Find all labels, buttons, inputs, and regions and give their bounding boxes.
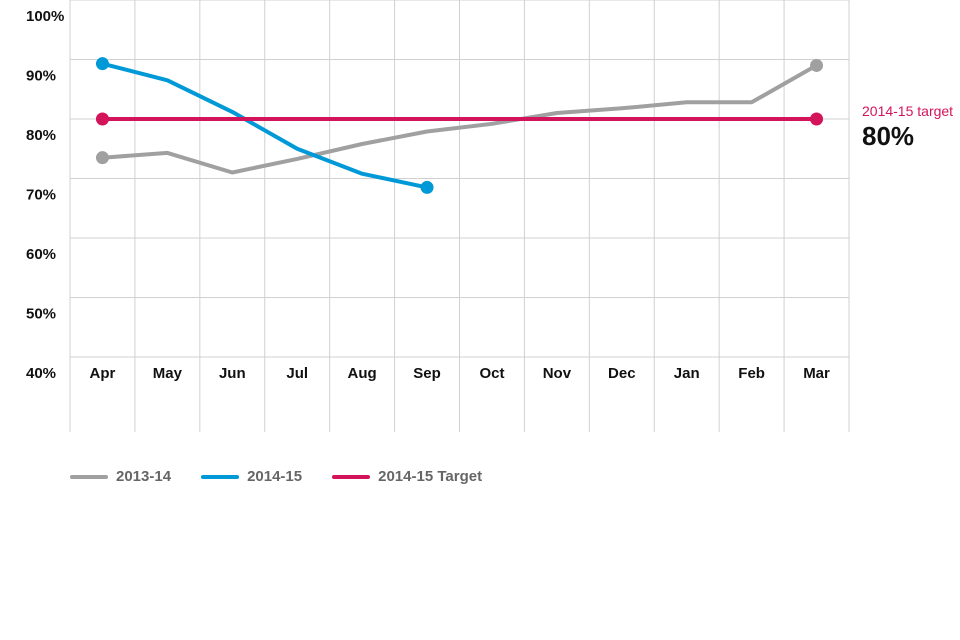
y-axis-ticks: 100% 90% 80% 70% 60% 50% 40%	[26, 8, 64, 382]
x-tick-label: Oct	[479, 365, 504, 382]
legend-label: 2013-14	[116, 468, 172, 485]
series-point-1	[95, 57, 109, 71]
series-line-1	[100, 61, 429, 190]
series-point-2	[810, 112, 824, 126]
callout-value: 80%	[862, 121, 914, 151]
y-tick-label: 50%	[26, 306, 56, 323]
legend-swatch-2013-14	[70, 474, 108, 479]
legend-item-target: 2014-15 Target	[332, 468, 482, 485]
y-tick-label: 100%	[26, 8, 64, 25]
legend-item-2014-15: 2014-15	[201, 468, 302, 485]
y-tick-label: 60%	[26, 246, 56, 263]
legend-label: 2014-15	[247, 468, 303, 485]
x-tick-label: Sep	[413, 365, 441, 382]
x-tick-label: Nov	[543, 365, 572, 382]
legend-label: 2014-15 Target	[378, 468, 483, 485]
legend-item-2013-14: 2013-14	[70, 468, 171, 485]
x-tick-label: Dec	[608, 365, 636, 382]
series-point-2	[95, 112, 109, 126]
x-tick-label: Jul	[286, 365, 308, 382]
line-chart: 100% 90% 80% 70% 60% 50% 40% Apr May Jun Jul Aug Se…	[26, 0, 953, 432]
x-tick-label: May	[153, 365, 183, 382]
x-tick-label: Feb	[738, 365, 765, 382]
series-lines	[100, 61, 819, 190]
y-tick-label: 80%	[26, 127, 56, 144]
x-tick-label: Jan	[674, 365, 700, 382]
series-line-0	[100, 63, 819, 175]
x-tick-label: Mar	[803, 365, 830, 382]
series-points	[95, 57, 824, 194]
callout-label: 2014-15 target	[862, 103, 953, 119]
series-point-1	[420, 180, 434, 194]
gridlines	[69, 0, 850, 432]
y-tick-label: 90%	[26, 68, 56, 85]
x-axis-ticks: Apr May Jun Jul Aug Sep Oct Nov Dec Jan Feb Mar	[90, 365, 830, 382]
legend-swatch-target	[332, 474, 371, 479]
x-tick-label: Aug	[348, 365, 377, 382]
legend: 2013-14 2014-15 2014-15 Target	[70, 468, 482, 485]
x-tick-label: Apr	[90, 365, 116, 382]
x-tick-label: Jun	[219, 365, 246, 382]
series-point-0	[810, 58, 824, 72]
y-tick-label: 40%	[26, 365, 56, 382]
y-tick-label: 70%	[26, 187, 56, 204]
target-callout: 2014-15 target 80%	[862, 103, 953, 151]
legend-swatch-2014-15	[201, 474, 240, 479]
series-point-0	[95, 151, 109, 165]
